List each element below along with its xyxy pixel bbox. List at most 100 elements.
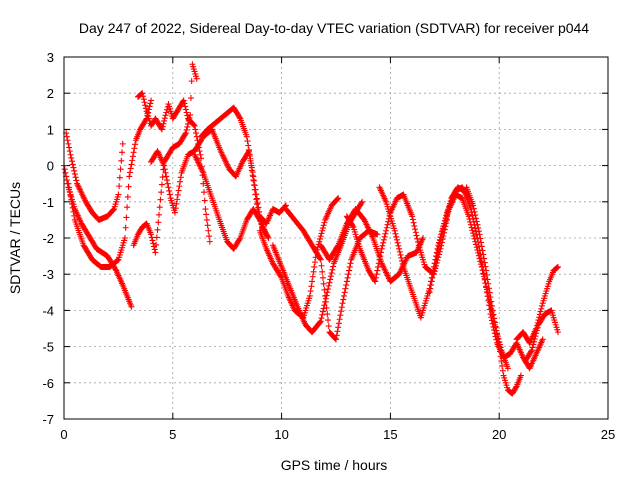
data-point [248, 160, 255, 167]
data-point [428, 282, 435, 289]
x-tick-label: 5 [169, 427, 176, 442]
data-point [537, 308, 544, 315]
data-point [338, 304, 345, 311]
data-point [190, 121, 197, 128]
y-tick-label: -4 [42, 303, 54, 318]
data-point [486, 302, 493, 309]
data-point [245, 142, 252, 149]
data-point [151, 246, 158, 253]
data-point [71, 212, 78, 219]
data-point [491, 319, 498, 326]
x-tick-label: 0 [60, 427, 67, 442]
data-point [320, 222, 327, 229]
data-point [325, 282, 332, 289]
data-point [479, 247, 486, 254]
data-point [182, 131, 189, 138]
data-point [309, 273, 316, 280]
data-point [200, 189, 207, 196]
data-point [432, 260, 439, 267]
x-axis-label: GPS time / hours [281, 457, 388, 473]
data-point [153, 241, 160, 248]
data-point [176, 183, 183, 190]
data-point [465, 213, 472, 220]
data-point [68, 196, 75, 203]
data-point [488, 302, 495, 309]
data-point [63, 177, 70, 184]
data-point [159, 123, 166, 130]
data-point [249, 169, 256, 176]
data-point [70, 164, 77, 171]
data-point [64, 137, 71, 144]
grid-lines [64, 57, 608, 419]
data-point [321, 286, 328, 293]
data-point [492, 323, 499, 330]
data-point [153, 234, 160, 241]
data-point [182, 103, 189, 110]
data-point [126, 173, 133, 180]
data-point [340, 292, 347, 299]
data-point [475, 228, 482, 235]
data-point [476, 231, 483, 238]
data-point [413, 232, 420, 239]
data-point [263, 231, 270, 238]
data-point [491, 315, 498, 322]
data-point [554, 264, 561, 271]
data-point [184, 112, 191, 119]
y-tick-label: 2 [47, 86, 54, 101]
data-point [148, 97, 155, 104]
data-point [246, 151, 253, 158]
data-point [172, 205, 179, 212]
data-point [482, 280, 489, 287]
data-point [470, 232, 477, 239]
data-point [337, 312, 344, 319]
data-point [376, 256, 383, 263]
data-point [322, 298, 329, 305]
data-point [245, 146, 252, 153]
data-point [204, 222, 211, 229]
data-point [122, 224, 129, 231]
data-point [414, 235, 421, 242]
data-point [446, 200, 453, 207]
data-point [116, 174, 123, 181]
data-point [248, 164, 255, 171]
data-point [391, 227, 398, 234]
data-point [265, 235, 272, 241]
data-point [177, 174, 184, 181]
data-point [530, 341, 537, 348]
data-point [127, 169, 134, 176]
data-point [163, 177, 170, 184]
data-point [324, 311, 331, 318]
data-point [379, 242, 386, 249]
data-point [478, 239, 485, 246]
data-point [161, 115, 168, 122]
data-point [342, 285, 349, 292]
data-point [253, 196, 260, 203]
data-point [375, 263, 382, 270]
data-point [335, 324, 342, 331]
data-point [128, 161, 135, 168]
data-point [472, 212, 479, 219]
data-point [124, 193, 131, 200]
data-point [129, 157, 136, 164]
data-point [326, 279, 333, 286]
data-point [163, 173, 170, 180]
data-point [384, 221, 391, 228]
data-point [410, 219, 417, 226]
data-point [380, 239, 387, 246]
data-point [166, 187, 173, 194]
data-point [504, 365, 511, 372]
data-point [485, 297, 492, 304]
data-point [381, 233, 388, 240]
data-point [146, 103, 153, 110]
y-tick-label: -3 [42, 267, 54, 282]
data-point [130, 149, 137, 156]
data-point [435, 243, 442, 250]
data-point [310, 268, 317, 275]
data-point [160, 120, 167, 127]
data-point [329, 266, 336, 273]
data-point [375, 260, 382, 267]
data-point [483, 288, 490, 295]
data-point [65, 180, 72, 187]
y-tick-label: -2 [42, 231, 54, 246]
data-point [534, 324, 541, 331]
